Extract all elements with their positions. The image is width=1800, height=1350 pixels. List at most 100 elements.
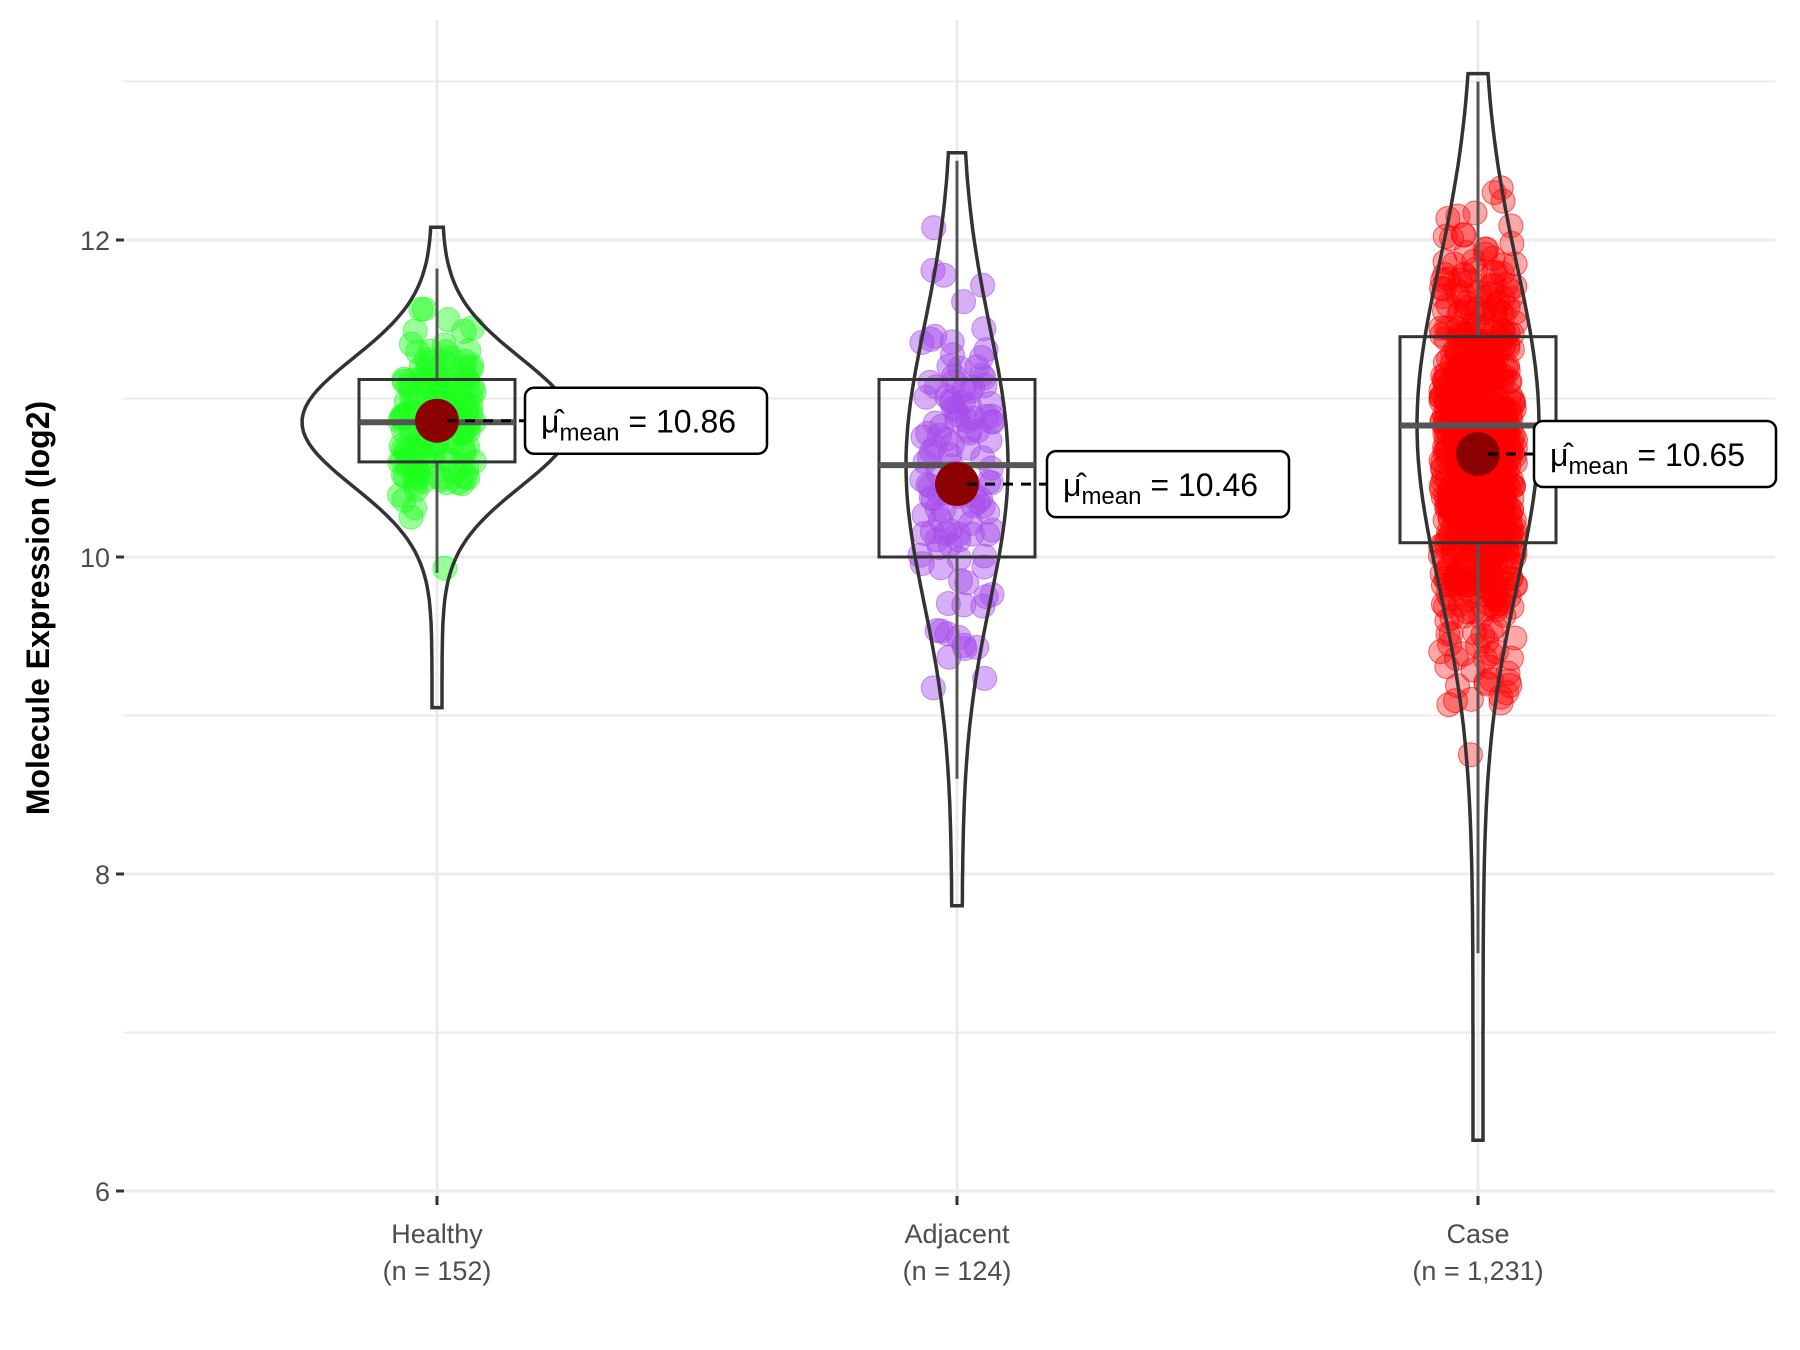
data-point (1496, 369, 1522, 395)
groups-layer: μ̂mean = 10.86 μ̂mean = 10.46 μ̂mean = 10.… (300, 71, 1778, 1143)
data-point (1498, 645, 1524, 671)
group-adjacent: μ̂mean = 10.46 (877, 151, 1291, 908)
data-point (1500, 525, 1526, 551)
y-tick-label: 6 (95, 1177, 110, 1207)
group-healthy: μ̂mean = 10.86 (300, 225, 769, 710)
data-point (1502, 436, 1528, 462)
data-point (934, 621, 960, 647)
y-axis: 6 8 10 12 (80, 226, 124, 1207)
data-point (1433, 361, 1459, 387)
data-point (1500, 389, 1526, 415)
data-point (964, 354, 990, 380)
data-point (954, 570, 980, 596)
group-case: μ̂mean = 10.65 (1398, 71, 1778, 1143)
data-point (919, 438, 945, 464)
violin-outline (1415, 71, 1541, 1143)
data-point (452, 348, 478, 374)
data-point (1468, 280, 1494, 306)
data-point (403, 471, 429, 497)
y-tick-label: 10 (80, 543, 110, 573)
data-point (1470, 476, 1496, 502)
mean-label-box (1532, 419, 1778, 489)
data-point (1460, 300, 1486, 326)
data-point (1482, 296, 1508, 322)
data-point (1443, 481, 1469, 507)
data-point (1495, 475, 1521, 501)
x-tick-sample-size: (n = 1,231) (1412, 1256, 1543, 1286)
x-axis: Healthy (n = 152) Adjacent (n = 124) Case (n … (383, 1196, 1544, 1286)
data-point (1441, 251, 1467, 277)
data-point (939, 329, 965, 355)
y-axis-title: Molecule Expression (log2) (20, 401, 56, 815)
x-tick-sample-size: (n = 152) (383, 1256, 492, 1286)
data-point (940, 342, 966, 368)
data-point (1471, 495, 1497, 521)
data-point (1485, 532, 1511, 558)
data-point (1467, 364, 1493, 390)
box (877, 377, 1037, 559)
data-point (979, 409, 1005, 435)
data-point (1436, 692, 1462, 718)
data-point (911, 502, 937, 528)
data-point (1462, 200, 1488, 226)
data-point (909, 467, 935, 493)
x-tick-sample-size: (n = 124) (903, 1256, 1012, 1286)
data-point (939, 389, 965, 415)
data-point (1499, 472, 1525, 498)
data-point (457, 384, 483, 410)
data-point (1502, 449, 1528, 475)
data-point (402, 495, 428, 521)
y-tick-label: 12 (80, 226, 110, 256)
data-point (945, 402, 971, 428)
data-point (924, 527, 950, 553)
data-point (939, 432, 965, 458)
data-point (977, 428, 1003, 454)
data-point (934, 384, 960, 410)
y-tick-label: 8 (95, 860, 110, 890)
data-point (952, 636, 978, 662)
x-tick-label: Adjacent (904, 1219, 1010, 1249)
mean-label-box (1045, 449, 1291, 519)
data-point (458, 393, 484, 419)
mean-marker (935, 462, 979, 507)
mean-marker (1456, 431, 1500, 476)
data-point (1429, 322, 1455, 348)
violin-outline (300, 225, 574, 710)
data-point (913, 384, 939, 410)
mean-value: = 10.86 (619, 404, 736, 440)
data-point (946, 546, 972, 572)
mean-subscript: mean (1081, 483, 1141, 510)
data-point (403, 457, 429, 483)
data-point (411, 296, 437, 322)
data-point (1434, 315, 1460, 341)
data-point (1446, 497, 1472, 523)
data-point (978, 455, 1004, 481)
mean-marker (415, 398, 459, 443)
mean-label: μ̂mean = 10.65 (1550, 437, 1745, 480)
mean-subscript: mean (1568, 453, 1628, 480)
data-point (1467, 330, 1493, 356)
violin-outline (904, 151, 1010, 908)
x-tick-label: Healthy (391, 1219, 483, 1249)
data-point (449, 471, 475, 497)
data-point (951, 289, 977, 315)
data-point (1473, 504, 1499, 530)
data-point (951, 592, 977, 618)
data-point (451, 389, 477, 415)
mean-value: = 10.65 (1628, 437, 1745, 473)
data-point (922, 410, 948, 436)
data-point (1473, 574, 1499, 600)
data-point (927, 507, 953, 533)
mean-value: = 10.46 (1141, 467, 1258, 503)
data-point (1479, 571, 1505, 597)
data-point (919, 519, 945, 545)
data-point (1437, 504, 1463, 530)
data-point (941, 369, 967, 395)
data-point (456, 338, 482, 364)
mean-label: μ̂mean = 10.46 (1063, 467, 1258, 510)
data-point (1461, 248, 1487, 274)
data-point (918, 326, 944, 352)
data-point (1465, 372, 1491, 398)
data-point (1431, 276, 1457, 302)
data-point (1444, 383, 1470, 409)
